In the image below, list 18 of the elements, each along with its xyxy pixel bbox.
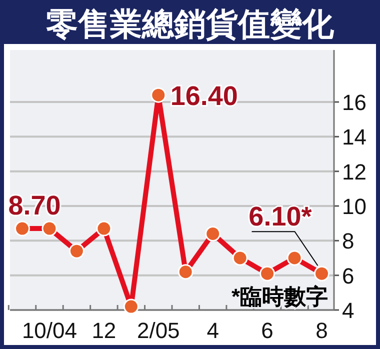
y-tick-label: 4 (342, 298, 354, 323)
y-tick-label: 14 (342, 124, 366, 150)
data-label: 6.10* (248, 202, 312, 232)
chart-title: 零售業總銷貨值變化 (46, 6, 335, 42)
y-tick-label: 16 (342, 90, 366, 115)
x-tick-label: 12 (92, 318, 116, 343)
x-tick-label: 4 (206, 318, 219, 343)
y-tick-label: 12 (342, 159, 366, 184)
x-tick-label: 10/04 (22, 318, 78, 343)
data-label: 8.70 (8, 190, 61, 221)
annotation: *臨時數字 (231, 284, 328, 309)
y-tick-label: 6 (342, 263, 354, 288)
x-tick-label: 6 (261, 318, 274, 343)
x-tick-label: 2/05 (136, 318, 180, 343)
x-tick-label: 8 (316, 318, 328, 343)
y-tick-label: 10 (342, 194, 366, 219)
y-tick-label: 8 (342, 228, 354, 254)
data-label: 16.40 (170, 81, 238, 112)
